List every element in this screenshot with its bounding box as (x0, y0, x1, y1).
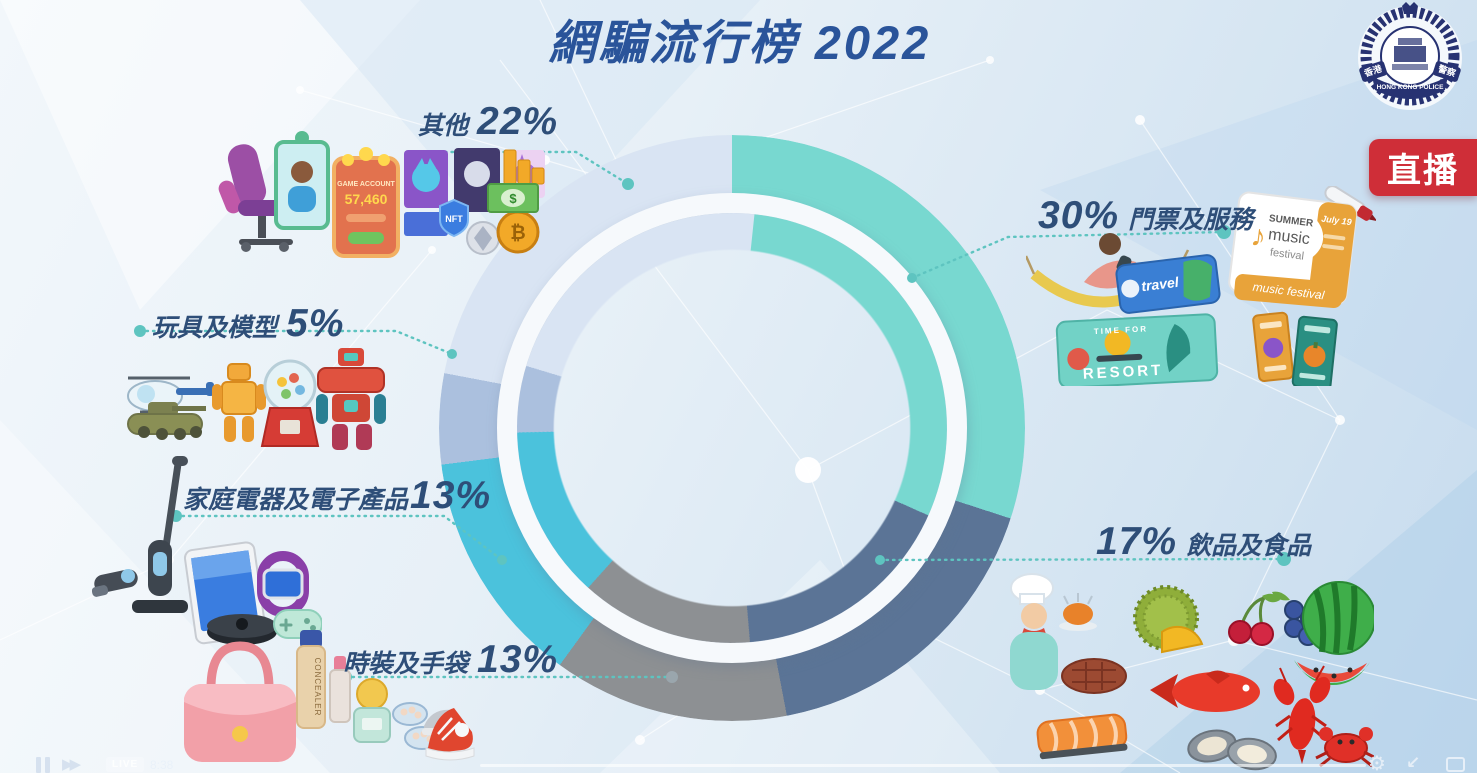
avatar-card-icon (274, 131, 330, 230)
concealer-bottle-icon: CONCEALER (296, 630, 326, 729)
red-fish-icon (1150, 670, 1260, 712)
tank-icon (127, 402, 206, 440)
mini-ticket-orange-icon (1252, 311, 1294, 382)
food-illustration-cluster (1010, 573, 1374, 771)
skip-forward-button[interactable]: ▶▶ (62, 756, 81, 773)
live-indicator-chip[interactable]: LIVE (106, 757, 145, 772)
label-others-name: 其他 (418, 112, 469, 140)
label-toys-name: 玩具及模型 (152, 314, 278, 342)
concealer-label: CONCEALER (313, 658, 322, 717)
label-others-pct: 22% (477, 100, 559, 143)
salmon-fillet-icon (1036, 713, 1128, 760)
label-food-name: 飲品及食品 (1186, 532, 1312, 560)
durian-icon (1133, 585, 1204, 654)
label-tickets: 30% 門票及服務 (1038, 194, 1253, 238)
police-logo: 香港 警察 HONG KONG POLICE (1358, 2, 1462, 110)
pause-button[interactable] (36, 757, 54, 773)
resort-ticket-line1: TIME FOR (1094, 324, 1149, 336)
nft-badge-icon: NFT (439, 198, 469, 238)
music-festival-ticket-icon: ♪ SUMMER music festival July 19 music fe… (1228, 191, 1358, 309)
live-badge: 直播 (1369, 139, 1477, 196)
fullscreen-button[interactable] (1446, 757, 1465, 772)
lipstick-icon (329, 656, 351, 723)
resort-ticket-line2: RESORT (1082, 362, 1163, 383)
label-electronics: 家庭電器及電子產品 13% (183, 474, 491, 518)
label-food: 17% 飲品及食品 (1096, 520, 1311, 564)
chef-icon (1010, 573, 1097, 690)
tickets-illustration-cluster: travel TIME FOR RESORT ♪ SUMMER music fe… (1026, 186, 1376, 386)
gumball-machine-icon (260, 359, 320, 447)
label-electronics-pct: 13% (410, 474, 492, 517)
perfume-bottle-icon (353, 678, 391, 743)
handheld-vacuum-icon (92, 569, 138, 597)
label-toys: 玩具及模型 5% (152, 302, 344, 346)
red-sneaker-icon (425, 708, 475, 761)
toys-illustration-cluster (127, 348, 386, 450)
settings-gear-icon[interactable]: ⚙ (1368, 753, 1386, 773)
label-fashion-name: 時裝及手袋 (343, 650, 469, 678)
label-food-pct: 17% (1096, 520, 1178, 563)
stick-vacuum-icon (132, 456, 188, 613)
label-fashion: 時裝及手袋 13% (343, 638, 558, 682)
treble-clef-glyph: ♪ (1249, 219, 1268, 254)
music-ticket-line3: festival (1269, 247, 1304, 263)
lobster-icon (1273, 665, 1331, 764)
resort-ticket-icon: TIME FOR RESORT (1055, 313, 1219, 386)
game-card-score: 57,460 (345, 191, 388, 207)
music-ticket-line2: music (1267, 226, 1311, 248)
crab-icon (1315, 727, 1374, 768)
seek-bar[interactable] (480, 764, 1366, 767)
label-electronics-name: 家庭電器及電子產品 (183, 486, 409, 514)
fashion-illustration-cluster: CONCEALER (184, 630, 475, 762)
bitcoin-symbol: ₿ (510, 223, 525, 244)
music-ticket-line1: SUMMER (1268, 213, 1314, 229)
watermelon-icon (1294, 581, 1374, 686)
police-logo-banner-text: HONG KONG POLICE (1377, 84, 1444, 91)
nft-badge-text: NFT (445, 214, 463, 224)
label-tickets-name: 門票及服務 (1128, 206, 1254, 234)
label-toys-pct: 5% (286, 302, 345, 345)
smartwatch-icon (257, 551, 309, 617)
electronics-illustration-cluster (92, 456, 322, 645)
orange-robot-icon (212, 363, 266, 442)
label-others: 其他 22% (418, 100, 558, 144)
label-tickets-pct: 30% (1038, 194, 1120, 237)
ethereum-coin-icon (466, 221, 500, 255)
game-card-title: GAME ACCOUNT (337, 181, 395, 188)
red-robot-icon (316, 348, 386, 450)
dollar-bill-icon: $ (487, 183, 539, 213)
page-title: 網騙流行榜 2022 (548, 16, 932, 69)
dollar-symbol: $ (509, 191, 517, 206)
cherries-icon (1228, 593, 1280, 646)
handbag-icon (184, 641, 296, 762)
bitcoin-coin-icon: ₿ (496, 210, 540, 254)
music-ticket-date: July 19 (1321, 214, 1353, 228)
miniplayer-icon[interactable]: ↙ (1406, 753, 1421, 772)
game-score-card-icon: GAME ACCOUNT 57,460 (332, 147, 400, 258)
label-fashion-pct: 13% (477, 638, 559, 681)
playback-time: 8:38 (150, 758, 174, 772)
mini-ticket-pumpkin-icon (1291, 315, 1338, 386)
steak-icon (1061, 658, 1127, 694)
robot-vacuum-icon (207, 614, 277, 645)
oysters-icon (1187, 729, 1277, 771)
